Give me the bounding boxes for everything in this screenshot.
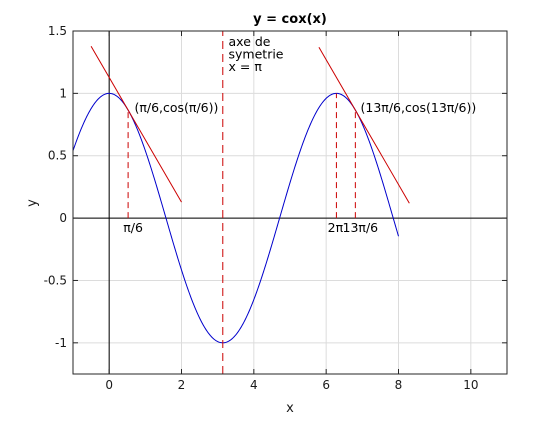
axes-frame: [72, 30, 508, 375]
symmetry-annotation-line: symetrie: [229, 46, 284, 61]
y-tick-label: 1.5: [48, 24, 67, 38]
annotations: π/6 2π 13π/6 (π/6,cos(π/6)) (13π/6,cos(13π/6…: [123, 34, 476, 235]
grid: [73, 30, 507, 374]
tangent-line: [90, 45, 182, 203]
y-tick-label: -1: [55, 336, 67, 350]
chart-title: y = cox(x): [253, 12, 327, 27]
point-annotation: (13π/6,cos(13π/6)): [361, 100, 477, 115]
y-tick-label: -0.5: [44, 273, 67, 287]
plot-lines: [72, 31, 507, 374]
x-axis-label: x: [286, 401, 294, 416]
x-tick-label: 2: [178, 378, 186, 392]
x-tick-label: 0: [105, 378, 113, 392]
marker-label: π/6: [123, 220, 143, 235]
marker-label: 13π/6: [343, 220, 379, 235]
y-tick-label: 0.5: [48, 149, 67, 163]
x-tick-label: 8: [395, 378, 403, 392]
marker-label: 2π: [328, 220, 344, 235]
y-tick-label: 0: [59, 211, 67, 225]
y-axis-label: y: [25, 199, 40, 207]
tick-labels: 0 2 4 6 8 10 -1 -0.5 0 0.5 1 1.5: [44, 24, 479, 392]
y-tick-label: 1: [59, 86, 67, 100]
point-annotation: (π/6,cos(π/6)): [134, 100, 218, 115]
tangent-line: [318, 47, 410, 204]
x-tick-label: 6: [322, 378, 330, 392]
symmetry-annotation-line: x = π: [229, 59, 263, 74]
symmetry-annotation-line: axe de: [229, 34, 271, 49]
x-tick-label: 10: [463, 378, 478, 392]
plot-frame: [72, 30, 508, 375]
x-tick-label: 4: [250, 378, 258, 392]
